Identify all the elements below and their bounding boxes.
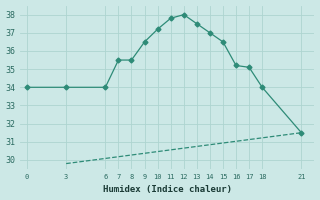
X-axis label: Humidex (Indice chaleur): Humidex (Indice chaleur) [103, 185, 232, 194]
